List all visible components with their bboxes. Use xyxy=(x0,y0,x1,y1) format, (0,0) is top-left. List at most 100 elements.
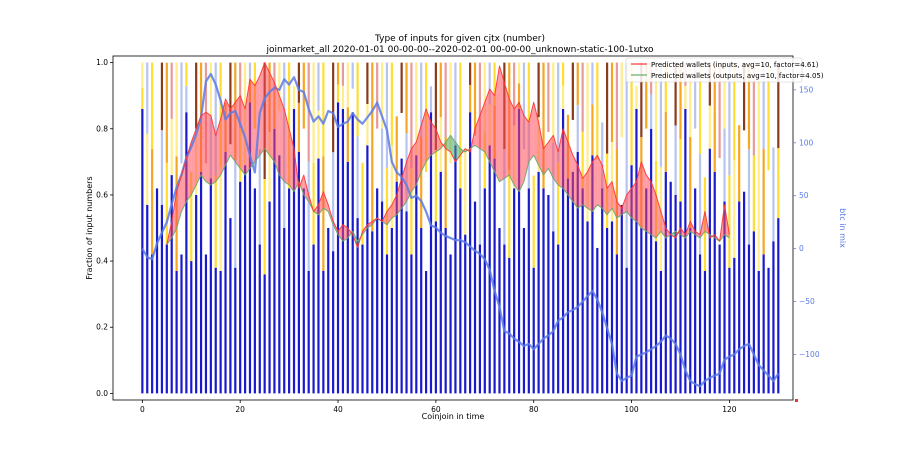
bar-segment xyxy=(390,145,393,228)
band-segment xyxy=(391,194,397,219)
bar-segment xyxy=(234,160,237,268)
y-tick-label: 0.2 xyxy=(96,323,108,332)
band-segment xyxy=(611,181,617,219)
bar-segment xyxy=(214,175,217,268)
bar-blue xyxy=(650,128,653,394)
bar-segment xyxy=(297,102,300,152)
band-segment xyxy=(367,221,373,228)
bar-blue xyxy=(777,218,780,394)
bar-blue xyxy=(288,188,291,394)
bar-segment xyxy=(723,128,726,202)
bar-segment xyxy=(459,62,462,132)
bar-blue xyxy=(141,108,144,394)
band-segment xyxy=(592,155,598,212)
bar-segment xyxy=(752,155,755,232)
band-segment xyxy=(651,181,657,238)
bar-blue xyxy=(503,244,506,394)
band-segment xyxy=(641,161,647,232)
bar-segment xyxy=(317,62,320,111)
bar-segment xyxy=(400,62,403,113)
y2-tick-label: 150 xyxy=(799,85,814,94)
bar-segment xyxy=(268,132,271,202)
bar-blue xyxy=(571,171,574,394)
bar-blue xyxy=(185,112,188,394)
bar-segment xyxy=(698,153,702,255)
band-segment xyxy=(479,102,485,152)
bar-segment xyxy=(297,62,300,103)
bar-segment xyxy=(772,147,775,242)
bar-segment xyxy=(160,130,164,205)
bar-blue xyxy=(429,112,433,394)
band-segment xyxy=(670,231,676,238)
bar-segment xyxy=(214,62,217,176)
bar-segment xyxy=(777,148,780,219)
bar-blue xyxy=(239,181,242,394)
bar-segment xyxy=(346,107,349,162)
bar-segment xyxy=(346,62,349,108)
bar-blue xyxy=(542,188,545,394)
bar-segment xyxy=(307,62,310,162)
bar-segment xyxy=(606,62,609,154)
bar-blue xyxy=(155,188,159,394)
y-tick-label: 0.0 xyxy=(96,389,108,398)
bar-blue xyxy=(469,112,472,394)
bar-segment xyxy=(444,137,447,228)
bar-segment xyxy=(361,162,364,245)
bar-blue xyxy=(195,194,198,394)
band-segment xyxy=(582,171,588,209)
bar-segment xyxy=(209,62,212,118)
bar-segment xyxy=(689,62,692,138)
bar-segment xyxy=(356,62,359,137)
bar-segment xyxy=(738,62,741,126)
bar-segment xyxy=(561,85,565,109)
bar-segment xyxy=(733,160,736,258)
bar-segment xyxy=(473,62,477,136)
bar-segment xyxy=(557,62,560,163)
bar-blue xyxy=(400,158,403,394)
band-segment xyxy=(338,224,343,242)
bar-segment xyxy=(747,62,751,150)
bar-blue xyxy=(664,171,667,394)
bar-blue xyxy=(243,165,247,394)
bar-segment xyxy=(366,62,369,104)
bar-blue xyxy=(336,102,340,394)
bar-segment xyxy=(610,62,614,142)
bar-blue xyxy=(180,254,183,394)
x-axis: 0 20 40 60 80 100 120 xyxy=(140,400,737,414)
bar-blue xyxy=(742,191,746,394)
bar-blue xyxy=(601,188,604,394)
band-segment xyxy=(607,181,612,215)
x-axis-label: Coinjoin in time xyxy=(422,412,485,421)
y-tick-label: 0.4 xyxy=(96,257,108,266)
y-tick-label: 1.0 xyxy=(96,58,108,67)
bar-segment xyxy=(248,62,252,81)
bar-segment xyxy=(620,62,623,138)
bar-segment xyxy=(767,62,770,171)
bar-segment xyxy=(400,112,403,159)
bar-segment xyxy=(327,62,330,150)
bar-segment xyxy=(537,62,540,118)
bar-segment xyxy=(292,85,296,109)
bar-blue xyxy=(371,231,374,394)
bar-segment xyxy=(278,62,281,112)
bar-blue xyxy=(684,108,687,394)
bar-blue xyxy=(610,221,614,394)
bar-segment xyxy=(689,137,692,228)
band-segment xyxy=(621,194,627,215)
bar-segment xyxy=(146,62,149,134)
bar-blue xyxy=(253,188,256,394)
bar-blue xyxy=(170,175,173,394)
band-segment xyxy=(205,112,211,185)
bar-blue xyxy=(606,228,609,394)
bar-segment xyxy=(674,125,677,195)
bar-segment xyxy=(415,108,418,156)
bar-blue xyxy=(728,267,731,394)
x-tick-label: 80 xyxy=(529,405,539,414)
band-segment xyxy=(509,99,515,185)
band-segment xyxy=(342,224,348,242)
band-segment xyxy=(411,142,417,192)
bar-segment xyxy=(708,62,711,106)
bar-segment xyxy=(625,160,628,268)
band-segment xyxy=(519,102,524,192)
y2-tick-label: −100 xyxy=(799,350,820,359)
